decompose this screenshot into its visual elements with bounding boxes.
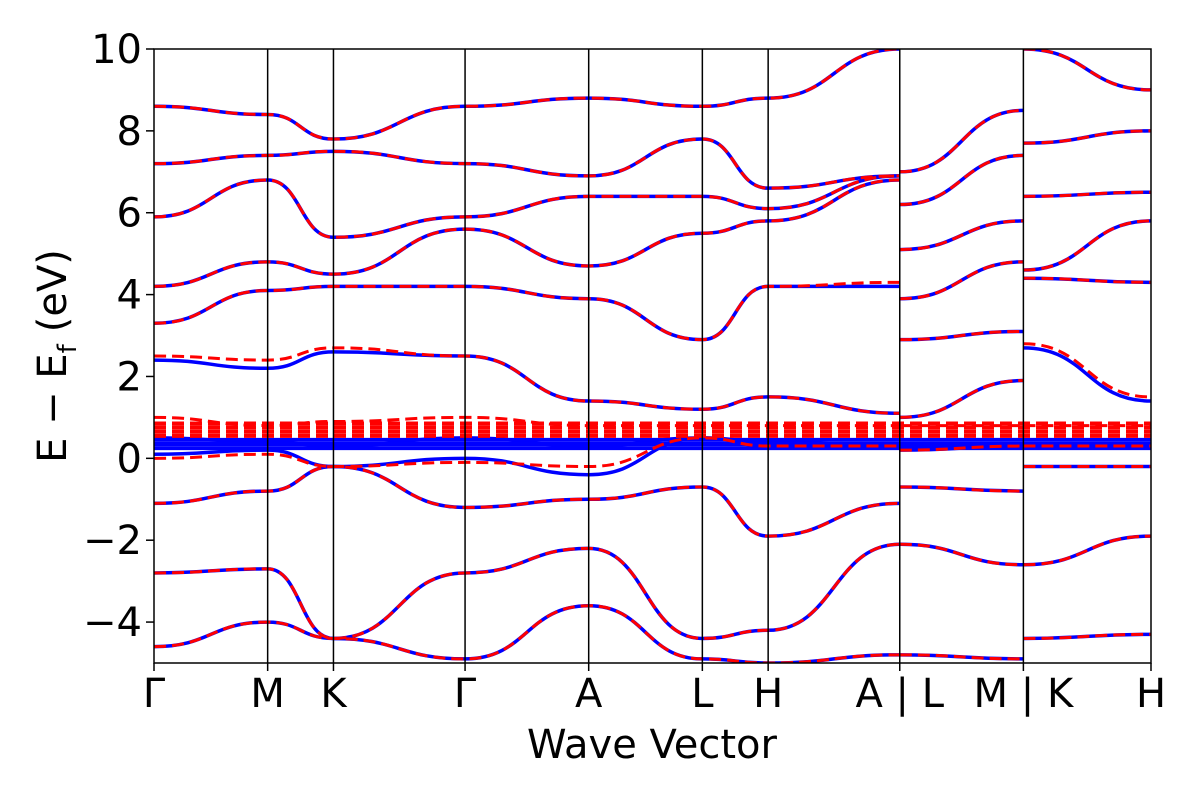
wannier-band-line [154,178,1151,301]
y-tick-label: 8 [117,109,142,155]
x-axis-label: Wave Vector [527,722,778,768]
x-tick-label: H [1136,671,1166,717]
wannier-band-line [154,49,1151,174]
wannier-band-line [154,465,1151,538]
high-symmetry-lines [153,49,1152,671]
y-axis-label-subscript: f [53,343,83,353]
y-tick-label: 6 [117,191,142,237]
x-tick-label: A | L [855,671,944,717]
x-tick-label: Γ [454,671,477,717]
wannier-band-line [154,436,1151,469]
wannier-bands-group [154,49,1151,663]
y-axis-label-group: E − Ef (eV) [30,249,83,463]
y-tick-label: 2 [117,354,142,400]
wannier-band-line [154,342,1151,419]
x-tick-label: A [575,671,603,717]
wannier-band-line [154,174,1151,252]
y-tick-label: 4 [117,273,142,319]
plot-frame [153,48,1152,664]
x-tick-label: K [320,671,348,717]
x-tick-label: Γ [143,671,166,717]
svg-text:E − Ef(eV): E − Ef (eV) [30,249,83,463]
y-tick-label: 0 [117,436,142,482]
plot-background [154,49,1151,663]
y-tick-label: −4 [83,600,142,646]
y-tick-label: 10 [91,27,142,73]
x-tick-label: M [250,671,285,717]
wannier-band-line [154,415,1151,428]
y-axis: −4 −2 0 2 4 6 8 10 [83,27,154,646]
y-tick-label: −2 [83,518,142,564]
x-tick-label: M | K [974,671,1075,717]
y-axis-label-unit: (eV) [30,249,76,332]
y-axis-label: E − E [30,353,76,463]
x-tick-label: H [753,671,783,717]
wannier-band-line [154,276,1151,342]
wannier-band-line [154,129,1151,207]
x-tick-label: L [691,671,714,717]
